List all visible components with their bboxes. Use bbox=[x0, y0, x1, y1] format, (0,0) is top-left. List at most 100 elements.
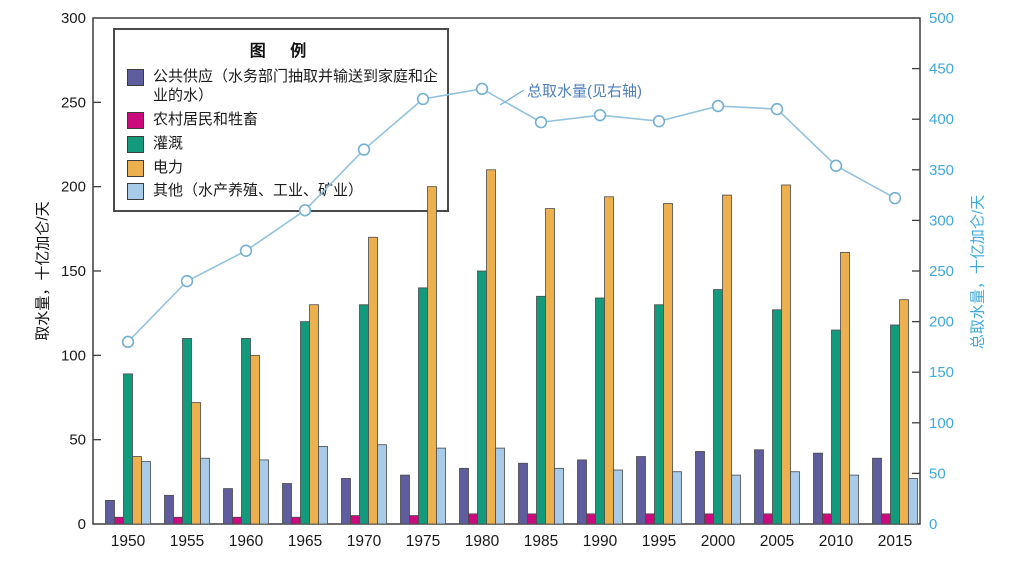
bar-thermoelectric-power-1995 bbox=[663, 203, 673, 525]
x-axis-label-1980: 1980 bbox=[465, 533, 500, 550]
bar-other-1950 bbox=[141, 461, 151, 525]
legend-swatch-rural-livestock bbox=[127, 111, 144, 129]
right-axis-title: 总取水量，十亿加仑/天 bbox=[969, 194, 987, 350]
bar-public-supply-1985 bbox=[518, 462, 528, 525]
bar-irrigation-1965 bbox=[300, 321, 310, 525]
line-marker-2005 bbox=[770, 102, 784, 116]
bar-irrigation-1980 bbox=[477, 270, 487, 525]
bar-other-1965 bbox=[318, 446, 328, 525]
legend-label-public-supply: 公共供应（水务部门抽取并输送到家庭和企业的水） bbox=[153, 68, 439, 104]
bar-rural-livestock-1955 bbox=[173, 516, 183, 525]
bar-public-supply-2010 bbox=[813, 452, 823, 525]
bar-rural-livestock-1995 bbox=[645, 513, 655, 525]
bar-irrigation-2015 bbox=[890, 324, 900, 525]
bar-public-supply-1955 bbox=[164, 494, 174, 525]
x-axis-label-1995: 1995 bbox=[642, 533, 676, 550]
bar-rural-livestock-1985 bbox=[527, 513, 537, 525]
bar-public-supply-1950 bbox=[105, 499, 115, 525]
legend-swatch-other bbox=[127, 183, 144, 201]
legend-label-rural-livestock: 农村居民和牲畜 bbox=[153, 110, 259, 128]
x-axis-label-2010: 2010 bbox=[819, 533, 854, 550]
legend-swatch-irrigation bbox=[127, 135, 144, 153]
bar-other-1980 bbox=[495, 447, 505, 525]
right-axis-tick-label-250: 250 bbox=[929, 263, 954, 280]
legend-swatch-public-supply bbox=[127, 69, 144, 86]
bar-other-1975 bbox=[436, 447, 446, 525]
bar-other-1995 bbox=[672, 471, 682, 525]
right-axis-tick-label-450: 450 bbox=[929, 61, 954, 78]
legend-label-irrigation: 灌溉 bbox=[153, 134, 184, 152]
bar-rural-livestock-1980 bbox=[468, 513, 478, 525]
left-axis-title: 取水量，十亿加仑/天 bbox=[34, 201, 52, 341]
bar-irrigation-1995 bbox=[654, 304, 664, 525]
bar-public-supply-1990 bbox=[577, 459, 587, 525]
bar-public-supply-2015 bbox=[872, 457, 882, 525]
bar-thermoelectric-power-1975 bbox=[427, 186, 437, 525]
bar-thermoelectric-power-1950 bbox=[132, 456, 142, 525]
bar-irrigation-1970 bbox=[359, 304, 369, 525]
bar-thermoelectric-power-2015 bbox=[899, 299, 909, 525]
bar-rural-livestock-1970 bbox=[350, 515, 360, 525]
left-axis-tick-label-200: 200 bbox=[61, 179, 86, 196]
left-axis-tick-label-50: 50 bbox=[69, 432, 86, 449]
left-axis-tick-label-150: 150 bbox=[61, 263, 86, 280]
bar-rural-livestock-2010 bbox=[822, 513, 832, 525]
line-marker-1980 bbox=[475, 82, 489, 96]
bar-public-supply-2000 bbox=[695, 451, 705, 525]
line-marker-1955 bbox=[180, 274, 194, 288]
left-axis-tick-label-250: 250 bbox=[61, 94, 86, 111]
bar-irrigation-1955 bbox=[182, 338, 192, 525]
bar-thermoelectric-power-1990 bbox=[604, 196, 614, 525]
bar-thermoelectric-power-2005 bbox=[781, 184, 791, 525]
line-marker-2000 bbox=[711, 99, 725, 113]
right-axis-tick-label-50: 50 bbox=[929, 465, 946, 482]
right-axis-tick-label-150: 150 bbox=[929, 364, 954, 381]
right-axis-tick-label-100: 100 bbox=[929, 415, 954, 432]
line-marker-1990 bbox=[593, 108, 607, 122]
legend-item-other: 其他（水产养殖、工业、矿业） bbox=[127, 182, 439, 201]
bar-rural-livestock-2015 bbox=[881, 513, 891, 525]
legend-item-public-supply: 公共供应（水务部门抽取并输送到家庭和企业的水） bbox=[127, 68, 439, 106]
bar-public-supply-1970 bbox=[341, 478, 351, 525]
line-marker-1950 bbox=[121, 335, 135, 349]
line-marker-1995 bbox=[652, 115, 666, 128]
bar-irrigation-1950 bbox=[123, 373, 133, 525]
line-marker-1985 bbox=[534, 116, 548, 129]
x-axis-label-2005: 2005 bbox=[760, 533, 794, 550]
left-axis-tick-label-300: 300 bbox=[61, 10, 86, 27]
bar-irrigation-1960 bbox=[241, 338, 251, 525]
bar-public-supply-1965 bbox=[282, 483, 292, 525]
bar-public-supply-1960 bbox=[223, 488, 233, 525]
legend-swatch-thermoelectric-power bbox=[127, 159, 144, 177]
bar-thermoelectric-power-1965 bbox=[309, 304, 319, 525]
x-axis-label-1970: 1970 bbox=[347, 533, 382, 550]
bar-irrigation-1975 bbox=[418, 287, 428, 525]
x-axis-label-1985: 1985 bbox=[524, 533, 558, 550]
bar-rural-livestock-2005 bbox=[763, 513, 773, 525]
right-axis-tick-label-300: 300 bbox=[929, 212, 954, 229]
x-axis-label-1965: 1965 bbox=[288, 533, 322, 550]
bar-other-1970 bbox=[377, 444, 387, 525]
right-axis-tick-label-400: 400 bbox=[929, 111, 954, 128]
bar-other-1985 bbox=[554, 467, 564, 525]
x-axis-label-1955: 1955 bbox=[170, 533, 204, 550]
bar-irrigation-2010 bbox=[831, 329, 841, 525]
legend-item-thermoelectric-power: 电力 bbox=[127, 159, 439, 178]
bar-irrigation-1990 bbox=[595, 297, 605, 525]
legend-item-irrigation: 灌溉 bbox=[127, 135, 439, 154]
bar-rural-livestock-1960 bbox=[232, 516, 242, 525]
bar-thermoelectric-power-1980 bbox=[486, 169, 496, 525]
bar-other-1960 bbox=[259, 459, 269, 525]
x-axis-label-1990: 1990 bbox=[583, 533, 618, 550]
x-axis-label-2000: 2000 bbox=[701, 533, 736, 550]
bar-other-2015 bbox=[908, 478, 918, 525]
bar-thermoelectric-power-1985 bbox=[545, 208, 555, 525]
bar-other-2010 bbox=[849, 474, 859, 525]
bar-rural-livestock-2000 bbox=[704, 513, 714, 525]
bar-thermoelectric-power-1955 bbox=[191, 402, 201, 525]
legend-label-thermoelectric-power: 电力 bbox=[153, 158, 184, 176]
bar-other-1955 bbox=[200, 457, 210, 525]
bar-rural-livestock-1965 bbox=[291, 516, 301, 525]
legend-title: 图 例 bbox=[249, 43, 317, 60]
